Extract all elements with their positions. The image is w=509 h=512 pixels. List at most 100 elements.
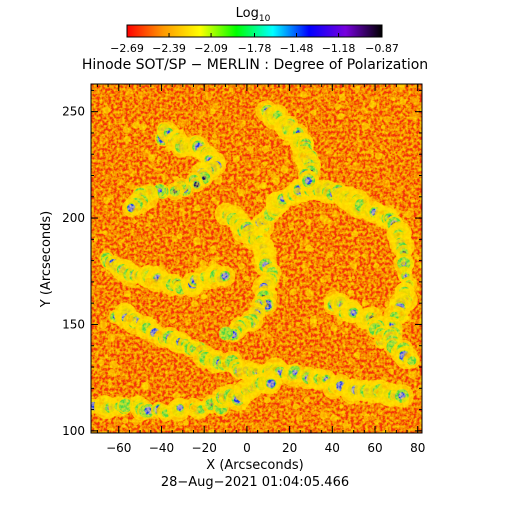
map-speckle [264,247,272,255]
y-axis-label: Y (Arcseconds) [39,211,54,308]
map-speckle [266,169,273,176]
map-speckle [148,338,155,345]
map-speckle [349,260,358,269]
map-speckle [300,239,309,248]
map-speckle [228,368,233,373]
map-speckle [349,165,353,169]
map-speckle [342,422,350,429]
map-speckle [253,424,259,429]
map-speckle [309,315,318,324]
map-speckle [380,124,386,130]
map-speckle [96,397,105,406]
map-speckle [321,87,328,93]
map-speckle [129,229,135,235]
map-speckle [115,348,120,353]
map-speckle [381,382,389,390]
y-tick-label: 200 [62,211,85,225]
map-speckle [326,251,333,259]
map-speckle [125,88,133,97]
map-speckle [253,367,259,373]
map-speckle [327,219,334,227]
map-speckle [267,422,272,427]
map-speckle [174,184,181,191]
map-speckle [405,332,410,336]
x-tick-label: −60 [106,441,131,455]
map-speckle [383,115,391,123]
map-speckle [392,208,401,216]
map-speckle [401,397,410,405]
map-speckle [262,161,268,167]
map-core [221,272,229,280]
map-speckle [369,339,376,346]
map-speckle [103,106,111,114]
map-speckle [234,422,238,426]
map-speckle [290,417,296,422]
map-speckle [325,329,330,334]
map-peak [209,402,213,406]
map-speckle [221,423,227,429]
map-speckle [183,419,189,426]
map-speckle [356,401,361,406]
map-speckle [300,141,304,145]
map-speckle [175,139,181,145]
map-speckle [369,198,377,206]
map-speckle [104,248,109,253]
map-speckle [105,261,111,268]
chart-title: Hinode SOT/SP − MERLIN : Degree of Polar… [82,57,428,73]
map-speckle [203,113,208,118]
map-speckle [356,370,363,377]
map-speckle [300,152,307,159]
map-speckle [281,255,289,262]
map-core [266,379,276,388]
map-speckle [410,197,416,203]
map-speckle [416,286,420,291]
map-speckle [374,173,379,177]
map-speckle [133,317,137,322]
map-speckle [217,397,224,403]
map-speckle [132,295,136,299]
x-tick-label: 20 [282,441,297,455]
map-speckle [282,276,289,283]
map-speckle [131,320,137,325]
map-speckle [122,126,130,134]
map-speckle [270,173,278,180]
map-speckle [101,267,106,272]
map-speckle [353,351,361,359]
map-speckle [118,306,123,311]
map-speckle [122,417,129,424]
map-speckle [241,405,247,410]
map-speckle [171,280,180,289]
map-speckle [104,354,109,359]
map-speckle [261,145,270,153]
map-speckle [238,263,245,270]
map-speckle [191,300,199,308]
y-axis: 100 150 200 250 [62,89,422,438]
map-speckle [194,321,198,325]
map-speckle [148,154,156,162]
map-speckle [179,129,184,134]
map-speckle [378,307,385,313]
map-speckle [361,122,369,130]
map-speckle [109,360,118,369]
map-speckle [331,210,340,219]
map-speckle [295,321,301,326]
map-speckle [255,195,261,201]
map-speckle [278,290,282,295]
map-speckle [146,189,152,195]
map-speckle [355,376,360,381]
map-speckle [176,233,183,240]
map-speckle [301,354,307,359]
map-speckle [259,182,268,190]
x-tick-label: 60 [367,441,382,455]
map-speckle [192,237,201,245]
map-speckle [108,369,115,376]
map-speckle [347,284,351,288]
x-tick-label: −40 [149,441,174,455]
map-speckle [404,210,412,218]
map-speckle [304,218,312,226]
map-speckle [399,311,405,317]
map-speckle [199,259,207,267]
observation-timestamp: 28−Aug−2021 01:04:05.466 [161,475,349,490]
map-speckle [340,301,348,309]
map-speckle [283,158,291,165]
